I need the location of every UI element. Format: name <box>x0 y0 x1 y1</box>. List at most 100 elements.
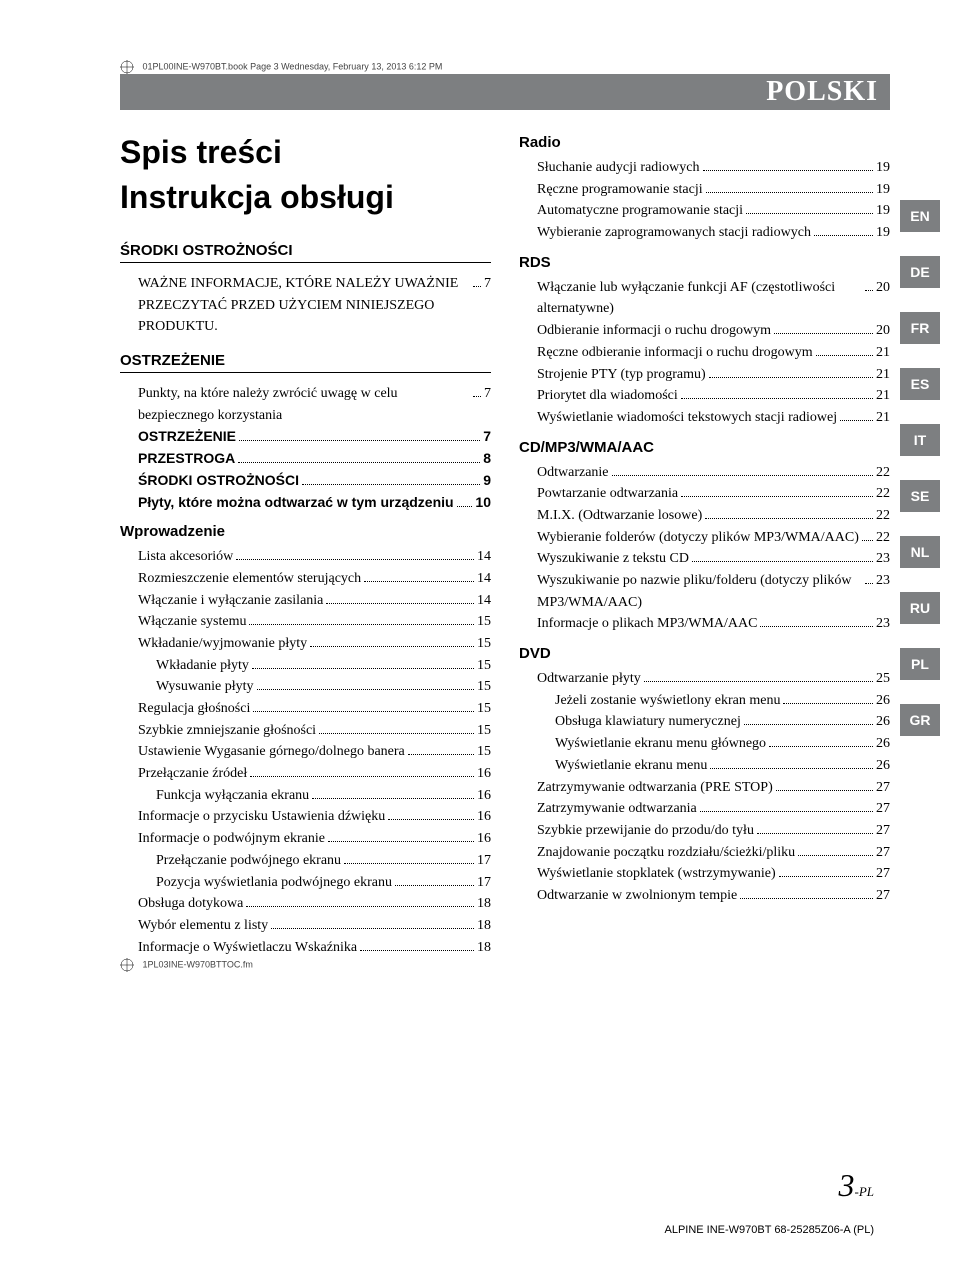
toc-label: Wkładanie płyty <box>156 655 249 677</box>
toc-page: 23 <box>876 613 890 635</box>
toc-page: 15 <box>477 741 491 763</box>
toc-item: Wyświetlanie ekranu menu głównego26 <box>537 733 890 755</box>
toc-item: Funkcja wyłączania ekranu16 <box>138 785 491 807</box>
toc-item: Informacje o plikach MP3/WMA/AAC23 <box>537 613 890 635</box>
toc-page: 20 <box>876 320 890 342</box>
page-number-suffix: -PL <box>855 1184 875 1199</box>
toc-item: Wyszukiwanie po nazwie pliku/folderu (do… <box>537 570 890 613</box>
toc-page: 19 <box>876 200 890 222</box>
toc-item: Znajdowanie początku rozdziału/ścieżki/p… <box>537 842 890 864</box>
toc-label: Ręczne programowanie stacji <box>537 179 703 201</box>
toc-page: 15 <box>477 655 491 677</box>
section-intro-header: Wprowadzenie <box>120 523 491 540</box>
toc-page: 16 <box>477 785 491 807</box>
toc-label: Informacje o podwójnym ekranie <box>138 828 325 850</box>
toc-item: Włączanie lub wyłączanie funkcji AF (czę… <box>537 277 890 320</box>
toc-item: WAŻNE INFORMACJE, KTÓRE NALEŻY UWAŻNIE P… <box>138 273 491 338</box>
toc-page: 23 <box>876 548 890 570</box>
toc-item: Informacje o przycisku Ustawienia dźwięk… <box>138 806 491 828</box>
leader-dots <box>769 746 873 747</box>
toc-label: Wyświetlanie stopklatek (wstrzymywanie) <box>537 863 776 885</box>
toc-label: Wkładanie/wyjmowanie płyty <box>138 633 307 655</box>
lang-tab-nl: NL <box>900 536 940 568</box>
toc-label: Ustawienie Wygasanie górnego/dolnego ban… <box>138 741 405 763</box>
toc-page: 9 <box>483 470 491 492</box>
leader-dots <box>776 790 873 791</box>
toc-label: Rozmieszczenie elementów sterujących <box>138 568 361 590</box>
right-column: Radio Słuchanie audycji radiowych19Ręczn… <box>519 134 890 958</box>
toc-item: Szybkie przewijanie do przodu/do tyłu27 <box>537 820 890 842</box>
leader-dots <box>408 754 474 755</box>
toc-label: Priorytet dla wiadomości <box>537 385 678 407</box>
toc-label: Włączanie i wyłączanie zasilania <box>138 590 323 612</box>
lang-tab-de: DE <box>900 256 940 288</box>
toc-rds: Włączanie lub wyłączanie funkcji AF (czę… <box>519 277 890 429</box>
toc-label: Lista akcesoriów <box>138 546 233 568</box>
toc-page: 18 <box>477 893 491 915</box>
leader-dots <box>779 876 873 877</box>
toc-page: 16 <box>477 806 491 828</box>
toc-item: OSTRZEŻENIE7 <box>138 426 491 448</box>
toc-label: Wysuwanie płyty <box>156 676 254 698</box>
toc-page: 18 <box>477 915 491 937</box>
leader-dots <box>816 355 873 356</box>
leader-dots <box>706 192 873 193</box>
leader-dots <box>395 885 474 886</box>
toc-label: Włączanie systemu <box>138 611 246 633</box>
toc-label: OSTRZEŻENIE <box>138 426 236 448</box>
leader-dots <box>253 711 474 712</box>
leader-dots <box>246 906 474 907</box>
leader-dots <box>239 440 480 441</box>
toc-page: 27 <box>876 863 890 885</box>
toc-page: 21 <box>876 407 890 429</box>
leader-dots <box>271 928 474 929</box>
toc-label: Punkty, na które należy zwrócić uwagę w … <box>138 383 470 426</box>
toc-label: Odtwarzanie <box>537 462 609 484</box>
toc-intro: Lista akcesoriów14Rozmieszczenie element… <box>120 546 491 958</box>
toc-page: 15 <box>477 611 491 633</box>
toc-item: Obsługa dotykowa18 <box>138 893 491 915</box>
toc-item: Ręczne odbieranie informacji o ruchu dro… <box>537 342 890 364</box>
toc-label: WAŻNE INFORMACJE, KTÓRE NALEŻY UWAŻNIE P… <box>138 273 470 338</box>
toc-label: Pozycja wyświetlania podwójnego ekranu <box>156 872 392 894</box>
lang-tab-pl: PL <box>900 648 940 680</box>
content-columns: Spis treści Instrukcja obsługi ŚRODKI OS… <box>120 134 890 958</box>
leader-dots <box>740 898 873 899</box>
toc-item: Rozmieszczenie elementów sterujących14 <box>138 568 491 590</box>
crop-icon <box>120 958 134 972</box>
leader-dots <box>865 290 873 291</box>
toc-page: 15 <box>477 720 491 742</box>
leader-dots <box>257 689 474 690</box>
leader-dots <box>703 170 873 171</box>
toc-page: 26 <box>876 711 890 733</box>
lang-tab-it: IT <box>900 424 940 456</box>
toc-page: 8 <box>483 448 491 470</box>
toc-item: Odtwarzanie22 <box>537 462 890 484</box>
toc-page: 27 <box>876 777 890 799</box>
lang-tab-ru: RU <box>900 592 940 624</box>
toc-page: 7 <box>484 383 491 405</box>
leader-dots <box>862 540 873 541</box>
leader-dots <box>760 626 873 627</box>
toc-page: 15 <box>477 676 491 698</box>
leader-dots <box>473 286 481 287</box>
leader-dots <box>312 798 474 799</box>
toc-page: 22 <box>876 483 890 505</box>
toc-page: 14 <box>477 546 491 568</box>
section-cd-header: CD/MP3/WMA/AAC <box>519 439 890 456</box>
toc-radio: Słuchanie audycji radiowych19Ręczne prog… <box>519 157 890 244</box>
toc-item: Informacje o podwójnym ekranie16 <box>138 828 491 850</box>
toc-item: Jeżeli zostanie wyświetlony ekran menu26 <box>537 690 890 712</box>
toc-label: Wybieranie zaprogramowanych stacji radio… <box>537 222 811 244</box>
toc-item: Automatyczne programowanie stacji19 <box>537 200 890 222</box>
lang-tab-gr: GR <box>900 704 940 736</box>
leader-dots <box>644 681 873 682</box>
page-number: 3-PL <box>839 1167 875 1204</box>
toc-page: 22 <box>876 527 890 549</box>
toc-label: Przełączanie źródeł <box>138 763 247 785</box>
toc-label: Odtwarzanie płyty <box>537 668 641 690</box>
leader-dots <box>326 603 474 604</box>
toc-item: Informacje o Wyświetlaczu Wskaźnika18 <box>138 937 491 959</box>
leader-dots <box>328 841 474 842</box>
toc-page: 15 <box>477 698 491 720</box>
